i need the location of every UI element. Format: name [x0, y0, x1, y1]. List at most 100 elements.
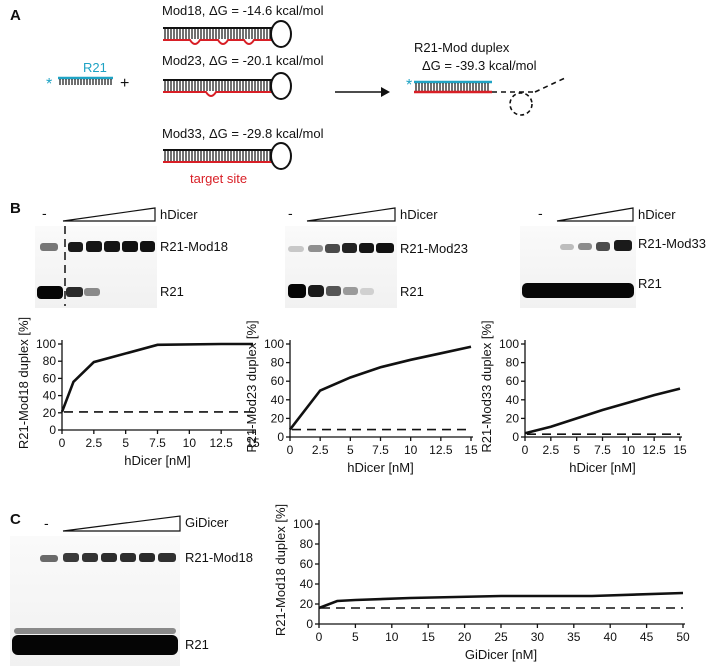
chart-mod18: 0 20 40 60 80 100 0 2.5 5 7.5 10 12.5 15 hDicer [nM] R…: [16, 317, 260, 468]
y-tick-label: 40: [506, 393, 520, 407]
gel4-enzyme: GiDicer: [185, 515, 229, 530]
gel1-enzyme: hDicer: [160, 207, 198, 222]
gel-gidicer: - GiDicer R21-Mod18 R21: [10, 515, 253, 666]
x-axis-label: GiDicer [nM]: [465, 647, 537, 662]
gel1-bottom-band: R21: [160, 284, 184, 299]
mod33-label: Mod33, ΔG = -29.8 kcal/mol: [162, 126, 324, 141]
y-axis-label: R21-Mod18 duplex [%]: [16, 317, 31, 449]
gel4-minus: -: [44, 515, 49, 531]
x-tick-label: 20: [458, 630, 472, 644]
x-axis-label: hDicer [nM]: [347, 460, 413, 475]
target-site-label: target site: [190, 171, 247, 186]
x-tick-label: 0: [316, 630, 323, 644]
gel1-wedge: [62, 207, 156, 222]
x-tick-label: 5: [573, 443, 580, 457]
x-tick-label: 0: [59, 436, 66, 450]
reaction-arrow: [335, 87, 390, 97]
chart-gidicer: 0 20 40 60 80 100 0 5 10 15 20 25 30 35 40 45 50 GiDicer …: [273, 504, 690, 662]
panel-label-c: C: [10, 511, 21, 528]
mod23-hairpin: [163, 72, 292, 100]
y-tick-label: 20: [271, 411, 285, 425]
x-tick-label: 2.5: [85, 436, 102, 450]
x-tick-label: 2.5: [312, 443, 329, 457]
panel-label-b: B: [10, 200, 21, 217]
x-tick-label: 12.5: [429, 443, 453, 457]
x-tick-label: 15: [673, 443, 687, 457]
y-tick-label: 60: [300, 557, 314, 571]
y-axis-label: R21-Mod23 duplex [%]: [244, 320, 259, 452]
x-tick-label: 2.5: [542, 443, 559, 457]
y-tick-label: 100: [499, 337, 519, 351]
series-line: [524, 387, 681, 435]
gel2-minus: -: [288, 205, 293, 221]
gel-mod18: - hDicer R21-Mod18 R21: [35, 205, 228, 308]
y-tick-label: 100: [36, 337, 56, 351]
gel3-wedge: [556, 207, 634, 222]
plus-sign: +: [120, 75, 129, 92]
y-tick-label: 60: [506, 374, 520, 388]
x-tick-label: 30: [531, 630, 545, 644]
x-tick-label: 10: [622, 443, 636, 457]
x-tick-label: 10: [404, 443, 418, 457]
gel3-bottom-band: R21: [638, 276, 662, 291]
y-tick-label: 40: [43, 389, 57, 403]
duplex-diagram: *: [406, 77, 566, 116]
x-tick-label: 12.5: [209, 436, 233, 450]
gel3-enzyme: hDicer: [638, 207, 676, 222]
y-tick-label: 20: [300, 597, 314, 611]
y-tick-label: 80: [43, 354, 57, 368]
series-line: [288, 345, 472, 431]
chart-mod23: 0 20 40 60 80 100 0 2.5 5 7.5 10 12.5 15 hDicer [nM] R…: [244, 320, 478, 475]
x-tick-label: 15: [422, 630, 436, 644]
x-tick-label: 35: [567, 630, 581, 644]
y-tick-label: 80: [300, 537, 314, 551]
mod23-label: Mod23, ΔG = -20.1 kcal/mol: [162, 53, 324, 68]
gel3-top-band: R21-Mod33: [638, 236, 706, 251]
y-axis-label: R21-Mod33 duplex [%]: [479, 320, 494, 452]
y-tick-label: 80: [271, 356, 285, 370]
y-tick-label: 0: [277, 430, 284, 444]
gel2-wedge: [306, 207, 396, 222]
gel1-top-band: R21-Mod18: [160, 239, 228, 254]
duplex-star: *: [406, 77, 412, 94]
y-tick-label: 60: [43, 371, 57, 385]
x-tick-label: 7.5: [372, 443, 389, 457]
x-tick-label: 15: [464, 443, 478, 457]
gel2-bottom-band: R21: [400, 284, 424, 299]
x-tick-label: 25: [494, 630, 508, 644]
mod18-hairpin: [163, 20, 292, 48]
y-tick-label: 100: [264, 337, 284, 351]
y-tick-label: 40: [300, 577, 314, 591]
duplex-dg: ΔG = -39.3 kcal/mol: [422, 58, 537, 73]
series-line: [318, 591, 684, 610]
y-tick-label: 100: [293, 517, 313, 531]
x-tick-label: 15: [246, 436, 260, 450]
x-tick-label: 5: [347, 443, 354, 457]
x-tick-label: 40: [604, 630, 618, 644]
x-axis-label: hDicer [nM]: [124, 453, 190, 468]
y-tick-label: 60: [271, 374, 285, 388]
series-line: [60, 342, 253, 413]
x-tick-label: 12.5: [642, 443, 666, 457]
r21-bases: [59, 79, 112, 85]
gel2-top-band: R21-Mod23: [400, 241, 468, 256]
y-tick-label: 40: [271, 393, 285, 407]
mod18-label: Mod18, ΔG = -14.6 kcal/mol: [162, 3, 324, 18]
duplex-title: R21-Mod duplex: [414, 40, 510, 55]
y-tick-label: 20: [506, 411, 520, 425]
y-axis-label: R21-Mod18 duplex [%]: [273, 504, 288, 636]
mod33-hairpin: [163, 142, 292, 170]
x-tick-label: 7.5: [149, 436, 166, 450]
x-tick-label: 5: [352, 630, 359, 644]
x-tick-label: 7.5: [594, 443, 611, 457]
gel4-bottom-band: R21: [185, 637, 209, 652]
panel-label-a: A: [10, 7, 21, 24]
x-tick-label: 0: [522, 443, 529, 457]
y-tick-label: 0: [306, 617, 313, 631]
x-tick-label: 10: [183, 436, 197, 450]
gel1-minus: -: [42, 205, 47, 221]
x-tick-label: 5: [122, 436, 129, 450]
x-axis-label: hDicer [nM]: [569, 460, 635, 475]
gel2-enzyme: hDicer: [400, 207, 438, 222]
